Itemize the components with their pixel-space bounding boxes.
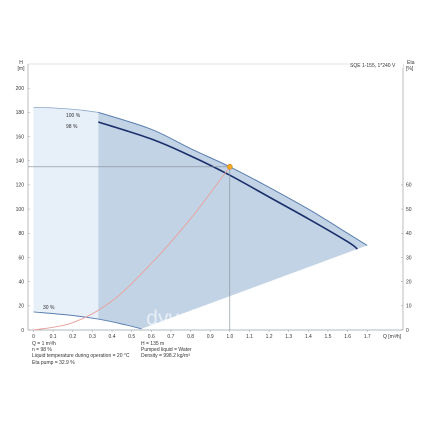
x-tick-label: 1.2 [266, 334, 273, 340]
x-tick-label: 0.1 [50, 334, 57, 340]
y-right-tick-label: 50 [406, 207, 412, 213]
x-tick-label: 0.3 [89, 334, 96, 340]
info-eta: Eta pump = 32.9 % [32, 359, 75, 366]
system-curve [33, 166, 231, 331]
info-liquid: Pumped liquid = Water [141, 347, 192, 354]
label-100-percent: 100 % [66, 113, 81, 119]
x-tick-label: 0.8 [187, 334, 194, 340]
info-density: Density = 998.2 kg/m³ [141, 353, 190, 360]
y-right-tick-label: 0 [406, 328, 409, 334]
x-tick-label: 1.5 [324, 334, 331, 340]
y-right-tick-label: 30 [406, 255, 412, 261]
y-axis-right-unit: [%] [406, 66, 414, 72]
y-left-tick-label: 60 [18, 255, 24, 261]
y-left-tick-label: 140 [16, 159, 25, 165]
curve-100-extension [33, 107, 99, 113]
x-tick-label: 1.0 [226, 334, 233, 340]
y-left-tick-label: 180 [16, 110, 25, 116]
y-left-tick-label: 0 [21, 328, 24, 334]
label-98-percent: 98 % [66, 124, 78, 130]
info-head: H = 135 m [141, 341, 165, 347]
x-tick-label: 0 [32, 334, 35, 340]
curve-30-percent [33, 311, 142, 330]
y-left-tick-label: 20 [18, 304, 24, 310]
y-left-tick-label: 80 [18, 231, 24, 237]
low-flow-region [33, 107, 99, 320]
y-left-tick-label: 40 [18, 279, 24, 285]
duty-point [226, 163, 233, 170]
curve-98-percent [98, 121, 358, 250]
chart-title: SQE 1-155, 1*240 V [350, 63, 396, 69]
x-tick-label: 1.4 [305, 334, 312, 340]
x-tick-label: 0.4 [109, 334, 116, 340]
title-box [349, 61, 403, 68]
info-speed: n = 98 % [32, 347, 52, 354]
x-tick-label: 1.6 [344, 334, 351, 340]
duty-info-left: Q = 1 m³/h n = 98 % Liquid temperature d… [32, 341, 129, 366]
y-left-tick-label: 160 [16, 134, 25, 140]
watermark: dyvalo.com.ua [146, 307, 282, 330]
x-tick-label: 1.7 [364, 334, 371, 340]
x-tick-label: 0.6 [148, 334, 155, 340]
info-temperature: Liquid temperature during operation = 20… [32, 353, 130, 360]
y-left-tick-label: 120 [16, 183, 25, 189]
x-tick-label: 0.7 [167, 334, 174, 340]
x-tick-label: 1.3 [285, 334, 292, 340]
y-axis-left-unit: [m] [18, 66, 26, 72]
duty-info-right: H = 135 m Pumped liquid = Water Density … [141, 341, 192, 360]
y-left-tick-label: 200 [16, 86, 25, 92]
y-right-tick-label: 60 [406, 183, 412, 189]
y-right-tick-label: 40 [406, 231, 412, 237]
x-axis-unit-label: Q [m³/h] [383, 334, 402, 340]
x-tick-label: 0.5 [128, 334, 135, 340]
y-axis-right-label: Eta [407, 60, 415, 66]
y-left-tick-label: 100 [16, 207, 25, 213]
label-30-percent: 30 % [43, 305, 55, 311]
y-right-tick-label: 20 [406, 279, 412, 285]
curve-100-percent [98, 111, 368, 246]
x-tick-label: 0.2 [69, 334, 76, 340]
x-tick-label: 1.1 [246, 334, 253, 340]
info-flow: Q = 1 m³/h [32, 341, 56, 347]
y-axis-left-label: H [19, 60, 23, 66]
x-tick-label: 0.9 [207, 334, 214, 340]
y-right-tick-label: 10 [406, 304, 412, 310]
